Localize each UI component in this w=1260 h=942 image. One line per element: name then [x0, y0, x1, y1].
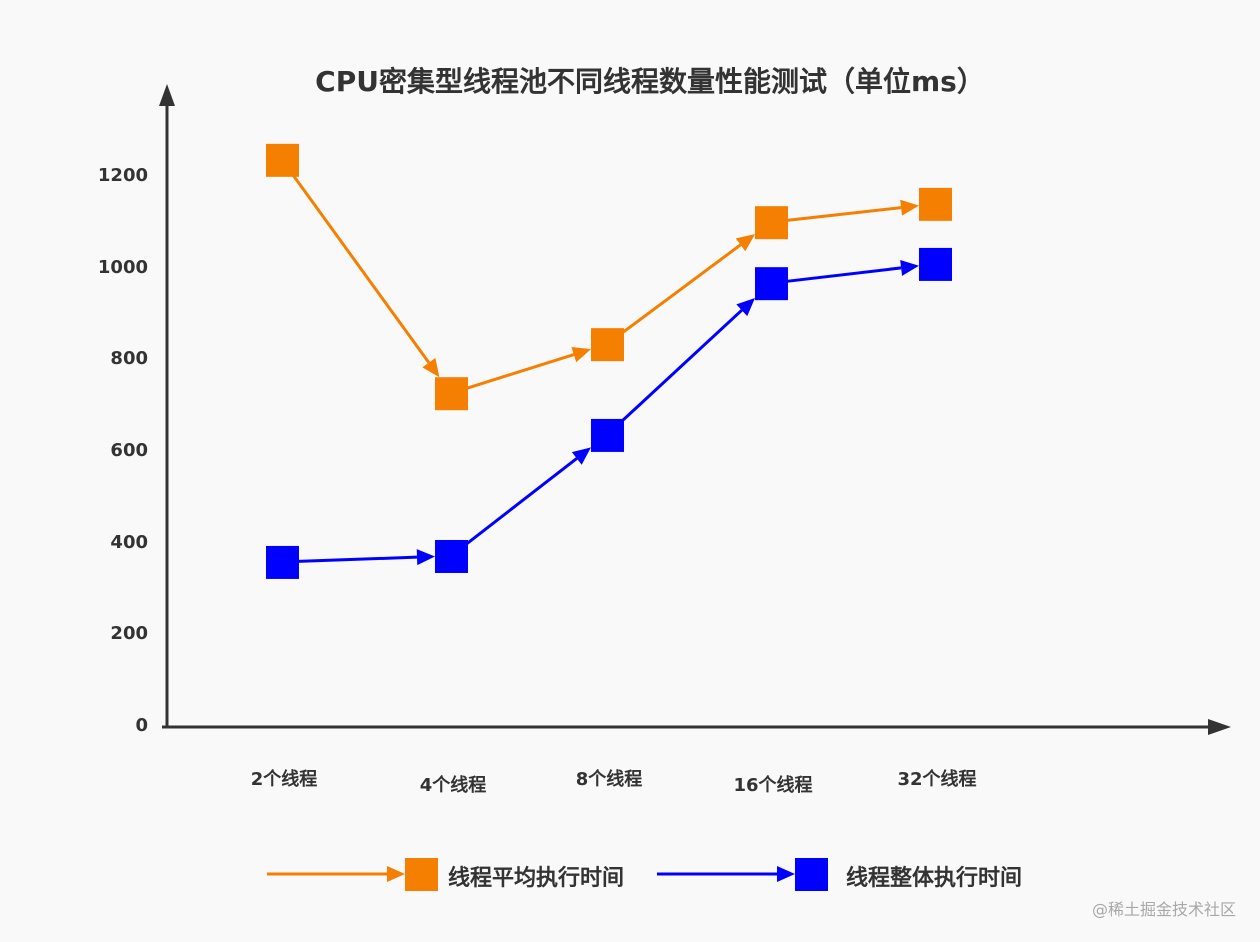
watermark: @稀土掘金技术社区: [1091, 900, 1236, 919]
x-tick-label: 4个线程: [419, 775, 487, 796]
y-tick-label: 1000: [97, 256, 148, 278]
legend-label-total: 线程整体执行时间: [846, 866, 1023, 891]
y-tick-label: 800: [110, 348, 148, 370]
legend-marker-icon: [405, 858, 438, 891]
arrowhead-icon: [571, 346, 591, 363]
legend-marker-icon: [795, 858, 828, 891]
arrowhead-icon: [571, 447, 591, 465]
data-point-marker: [919, 247, 952, 281]
arrowhead-icon: [777, 866, 795, 882]
data-point-marker: [755, 206, 788, 240]
data-point-marker: [755, 267, 788, 301]
arrowhead-icon: [735, 234, 755, 252]
y-tick-label: 1200: [97, 164, 148, 186]
y-tick-label: 400: [110, 531, 148, 553]
y-tick-label: 0: [135, 715, 148, 736]
arrowhead-icon: [422, 357, 440, 378]
arrowhead-icon: [900, 199, 919, 216]
x-tick-label: 32个线程: [897, 769, 977, 790]
series-1: [266, 247, 952, 579]
data-point-marker: [591, 328, 624, 362]
x-axis-arrow-icon: [1208, 719, 1231, 735]
legend-item-0: [267, 858, 438, 891]
data-point-marker: [919, 187, 952, 221]
arrowhead-icon: [736, 297, 755, 317]
data-point-marker: [435, 377, 468, 411]
data-point-marker: [591, 418, 624, 452]
data-point-marker: [266, 545, 299, 579]
series-0: [266, 143, 952, 411]
x-tick-label: 2个线程: [250, 769, 318, 790]
y-tick-label: 200: [110, 623, 148, 645]
legend-label-average: 线程平均执行时间: [448, 866, 625, 891]
y-axis-arrow-icon: [159, 84, 175, 106]
arrowhead-icon: [387, 866, 405, 882]
data-point-marker: [435, 539, 468, 573]
x-tick-label: 8个线程: [575, 769, 643, 790]
chart-title: CPU密集型线程池不同线程数量性能测试（单位ms）: [315, 65, 985, 98]
legend-item-1: [657, 858, 828, 891]
data-point-marker: [266, 143, 299, 177]
arrowhead-icon: [900, 259, 919, 276]
arrowhead-icon: [416, 549, 435, 566]
x-tick-label: 16个线程: [733, 775, 813, 796]
y-tick-label: 600: [110, 439, 148, 461]
